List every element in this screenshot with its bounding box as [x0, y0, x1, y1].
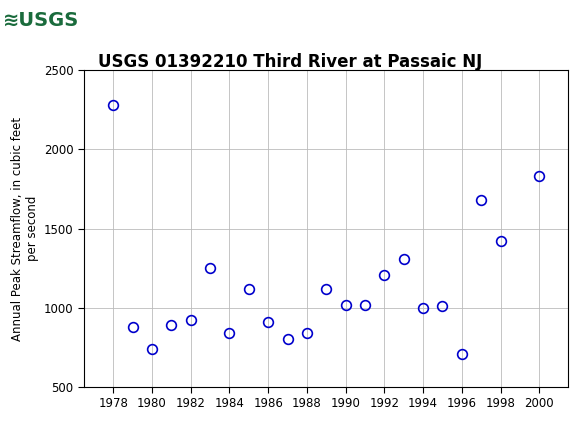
Text: ≋USGS: ≋USGS — [3, 10, 79, 30]
Text: USGS 01392210 Third River at Passaic NJ: USGS 01392210 Third River at Passaic NJ — [98, 53, 482, 71]
FancyBboxPatch shape — [3, 2, 78, 38]
Y-axis label: Annual Peak Streamflow, in cubic feet
per second: Annual Peak Streamflow, in cubic feet pe… — [10, 117, 38, 341]
